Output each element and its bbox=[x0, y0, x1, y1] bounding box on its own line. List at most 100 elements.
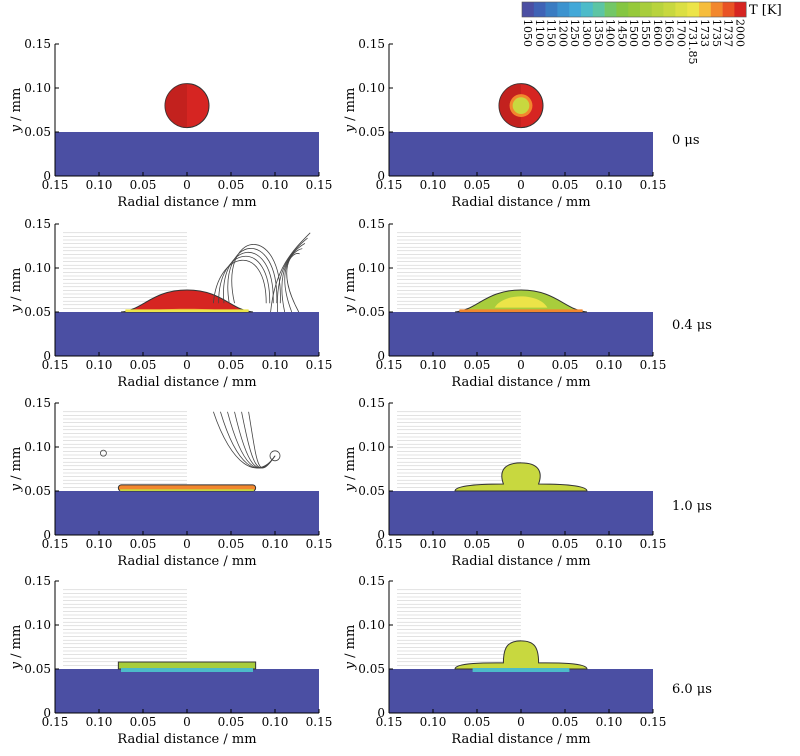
y-axis-label-unit: / mm bbox=[9, 268, 24, 305]
y-tick-label: 0.05 bbox=[24, 305, 51, 319]
y-axis-label-unit: / mm bbox=[343, 625, 358, 662]
x-axis-label: Radial distance / mm bbox=[117, 195, 256, 210]
splat-bottom-layer bbox=[125, 309, 249, 312]
x-tick-label: 0 bbox=[183, 715, 191, 729]
y-axis-label-var: y bbox=[343, 661, 358, 670]
x-tick-label: 0.05 bbox=[464, 178, 491, 192]
y-axis-label: y / mm bbox=[9, 268, 24, 314]
streamline bbox=[270, 232, 311, 313]
panel-r4-c2: 0 0.05 0.10 0.15 0.15 0.10 0.05 0 0.05 0.10 0.15 Ra… bbox=[343, 574, 666, 747]
y-tick-label: 0 bbox=[377, 349, 385, 363]
x-tick-label: 0.15 bbox=[42, 715, 69, 729]
x-tick-label: 0.10 bbox=[86, 715, 113, 729]
x-tick-label: 0.15 bbox=[640, 178, 667, 192]
x-tick-label: 0.05 bbox=[552, 178, 579, 192]
y-axis-label-var: y bbox=[343, 124, 358, 133]
y-tick-label: 0.15 bbox=[24, 574, 51, 588]
x-tick-label: 0 bbox=[183, 537, 191, 551]
x-tick-label: 0 bbox=[183, 358, 191, 372]
splat bbox=[454, 462, 588, 492]
x-axis-label: Radial distance / mm bbox=[451, 554, 590, 569]
y-tick-label: 0.05 bbox=[358, 662, 385, 676]
panel-r4-c1: 0 0.05 0.10 0.15 0.15 0.10 0.05 0 0.05 0.10 0.15 Ra… bbox=[9, 574, 332, 747]
x-tick-label: 0.05 bbox=[218, 178, 245, 192]
x-tick-label: 0.15 bbox=[42, 178, 69, 192]
y-axis-label-var: y bbox=[343, 483, 358, 492]
x-tick-label: 0.10 bbox=[420, 178, 447, 192]
colorbar-tick-label: 1600 bbox=[651, 19, 664, 47]
colorbar-swatch bbox=[710, 2, 723, 17]
colorbar-swatch bbox=[640, 2, 653, 17]
time-label: 0.4 μs bbox=[672, 318, 712, 333]
streamline bbox=[213, 411, 276, 469]
splat bbox=[120, 289, 254, 313]
colorbar-tick-label: 1100 bbox=[533, 19, 546, 47]
streamline bbox=[227, 411, 276, 469]
y-axis-label-var: y bbox=[9, 304, 24, 313]
y-tick-label: 0.05 bbox=[24, 484, 51, 498]
x-tick-label: 0.05 bbox=[130, 358, 157, 372]
y-axis-label: y / mm bbox=[343, 447, 358, 493]
colorbar-swatch bbox=[581, 2, 594, 17]
y-axis-label-var: y bbox=[9, 124, 24, 133]
x-tick-label: 0 bbox=[517, 715, 525, 729]
y-axis-label-unit: / mm bbox=[343, 447, 358, 484]
colorbar-tick-label: 1500 bbox=[627, 19, 640, 47]
colorbar-tick-label: 1400 bbox=[604, 19, 617, 47]
colorbar-swatch bbox=[616, 2, 629, 17]
velocity-vectors bbox=[63, 232, 187, 309]
colorbar-tick-label: 1150 bbox=[545, 19, 558, 47]
y-tick-label: 0.10 bbox=[24, 440, 51, 454]
droplet-core bbox=[512, 97, 530, 114]
streamlines bbox=[213, 232, 311, 313]
y-tick-label: 0 bbox=[377, 169, 385, 183]
y-tick-label: 0.15 bbox=[24, 217, 51, 231]
splat bbox=[454, 640, 588, 670]
y-axis-label: y / mm bbox=[9, 625, 24, 671]
colorbar-tick-label: 1650 bbox=[663, 19, 676, 47]
x-tick-label: 0.15 bbox=[306, 358, 333, 372]
x-tick-label: 0.05 bbox=[218, 537, 245, 551]
y-axis-label-unit: / mm bbox=[9, 625, 24, 662]
vortex bbox=[269, 450, 281, 462]
substrate bbox=[55, 491, 319, 535]
colorbar-tick-label: 2000 bbox=[733, 19, 746, 47]
x-tick-label: 0.15 bbox=[376, 537, 403, 551]
y-tick-label: 0.15 bbox=[358, 37, 385, 51]
substrate bbox=[55, 132, 319, 176]
y-tick-label: 0.10 bbox=[24, 81, 51, 95]
colorbar-swatch bbox=[734, 2, 747, 17]
x-tick-label: 0.05 bbox=[552, 358, 579, 372]
substrate bbox=[389, 669, 653, 713]
y-tick-label: 0.10 bbox=[358, 261, 385, 275]
x-tick-label: 0 bbox=[517, 178, 525, 192]
splat-bottom-layer bbox=[459, 309, 583, 312]
y-tick-label: 0 bbox=[43, 706, 51, 720]
y-tick-label: 0 bbox=[43, 169, 51, 183]
y-tick-label: 0.10 bbox=[358, 81, 385, 95]
x-tick-label: 0.15 bbox=[42, 358, 69, 372]
y-tick-label: 0 bbox=[377, 706, 385, 720]
colorbar-swatch bbox=[663, 2, 676, 17]
y-tick-label: 0.10 bbox=[24, 261, 51, 275]
x-tick-label: 0.05 bbox=[218, 358, 245, 372]
colorbar-tick-label: 1700 bbox=[674, 19, 687, 47]
colorbar-swatch bbox=[675, 2, 688, 17]
time-label: 0 μs bbox=[672, 133, 700, 148]
x-tick-label: 0.15 bbox=[640, 715, 667, 729]
colorbar-tick-label: 1737 bbox=[722, 19, 735, 47]
colorbar-tick-label: 1050 bbox=[521, 19, 534, 47]
splat bbox=[117, 661, 257, 670]
x-axis-label: Radial distance / mm bbox=[117, 375, 256, 390]
x-tick-label: 0.15 bbox=[640, 358, 667, 372]
velocity-vectors bbox=[63, 411, 187, 488]
streamline bbox=[248, 411, 276, 469]
y-tick-label: 0.15 bbox=[24, 396, 51, 410]
colorbar-swatch bbox=[545, 2, 558, 17]
colorbar-tick-label: 1200 bbox=[556, 19, 569, 47]
streamlines bbox=[100, 411, 281, 469]
x-tick-label: 0.15 bbox=[376, 358, 403, 372]
colorbar-swatch bbox=[557, 2, 570, 17]
y-tick-label: 0.10 bbox=[358, 618, 385, 632]
